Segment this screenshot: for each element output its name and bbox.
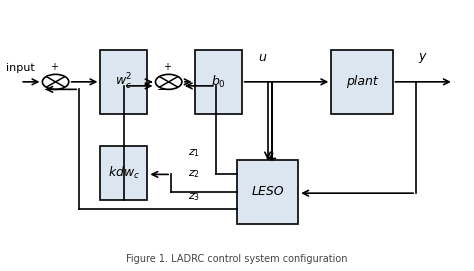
Text: +: + — [163, 62, 171, 72]
Text: $y$: $y$ — [419, 51, 428, 65]
FancyBboxPatch shape — [100, 146, 147, 200]
Text: −: − — [44, 85, 53, 95]
Text: +: + — [50, 62, 58, 72]
Text: LESO: LESO — [251, 185, 284, 198]
Text: $z_3$: $z_3$ — [188, 191, 200, 203]
Text: $b_0$: $b_0$ — [210, 74, 226, 90]
Text: $w_c^2$: $w_c^2$ — [115, 72, 133, 92]
FancyBboxPatch shape — [195, 50, 242, 114]
Text: $z_2$: $z_2$ — [188, 169, 200, 180]
FancyBboxPatch shape — [237, 160, 298, 224]
Text: input: input — [6, 63, 35, 73]
Text: $kdw_c$: $kdw_c$ — [108, 165, 140, 181]
Text: plant: plant — [346, 75, 378, 88]
Text: $u$: $u$ — [258, 51, 267, 64]
Text: $z_1$: $z_1$ — [188, 147, 200, 159]
Text: −: − — [157, 85, 166, 95]
Text: Figure 1. LADRC control system configuration: Figure 1. LADRC control system configura… — [126, 254, 348, 264]
FancyBboxPatch shape — [100, 50, 147, 114]
FancyBboxPatch shape — [331, 50, 392, 114]
